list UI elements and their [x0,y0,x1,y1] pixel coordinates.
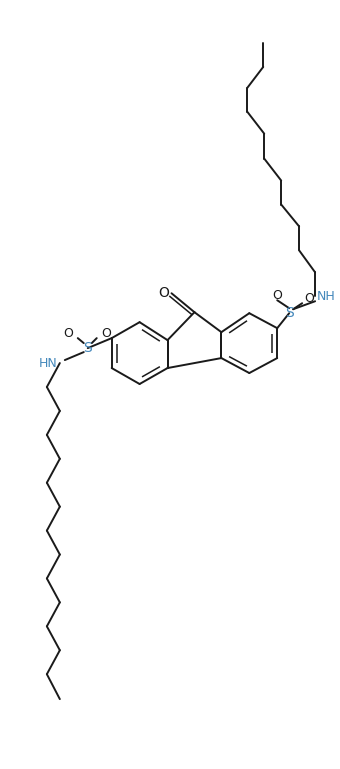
Text: O: O [63,327,73,340]
Text: O: O [272,288,282,301]
Text: S: S [83,341,92,355]
Text: O: O [159,286,170,300]
Text: S: S [285,306,293,320]
Text: O: O [304,291,314,305]
Text: NH: NH [317,290,336,303]
Text: O: O [102,327,112,340]
Text: HN: HN [39,357,58,370]
